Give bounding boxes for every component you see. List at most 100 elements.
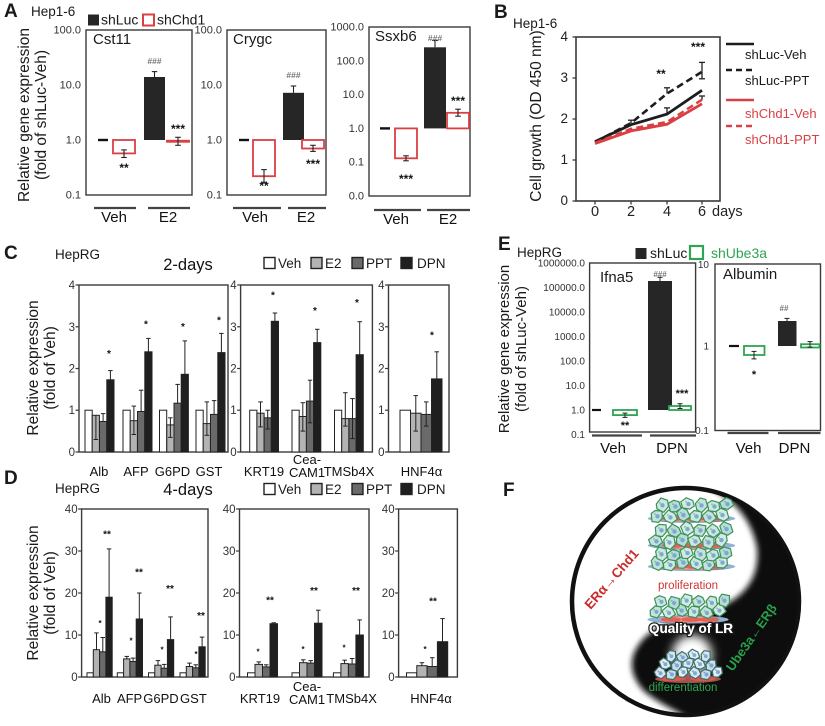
svg-text:10: 10	[382, 630, 395, 642]
svg-text:*: *	[129, 636, 133, 645]
svg-text:1.0: 1.0	[571, 406, 585, 417]
svg-text:B: B	[494, 2, 508, 23]
svg-text:E: E	[498, 234, 511, 255]
svg-text:Relative gene expression: Relative gene expression	[496, 265, 513, 433]
svg-text:PPT: PPT	[366, 482, 392, 497]
svg-text:KRT19: KRT19	[244, 464, 284, 479]
svg-text:30: 30	[223, 546, 236, 558]
svg-text:*: *	[160, 646, 164, 655]
svg-text:***: ***	[676, 388, 690, 400]
svg-text:1.0: 1.0	[207, 135, 222, 147]
svg-text:KRT19: KRT19	[240, 691, 280, 706]
svg-text:TMSb4X: TMSb4X	[326, 691, 377, 706]
svg-text:2: 2	[560, 111, 568, 126]
svg-text:Veh: Veh	[383, 211, 409, 228]
svg-text:Veh: Veh	[600, 440, 626, 457]
svg-text:GST: GST	[180, 691, 207, 706]
svg-text:Relative gene expression: Relative gene expression	[16, 28, 33, 202]
svg-text:0: 0	[378, 447, 384, 459]
svg-text:G6PD: G6PD	[143, 691, 178, 706]
svg-text:3: 3	[230, 322, 236, 334]
svg-text:differentiation: differentiation	[649, 682, 718, 694]
svg-text:Veh: Veh	[242, 209, 268, 226]
svg-text:100.0: 100.0	[53, 25, 81, 37]
svg-text:0: 0	[69, 447, 75, 459]
svg-text:shLuc: shLuc	[650, 245, 687, 261]
svg-text:Crygc: Crygc	[233, 31, 273, 48]
svg-text:*: *	[430, 330, 434, 341]
svg-text:1: 1	[69, 405, 75, 417]
svg-text:0: 0	[388, 672, 394, 684]
svg-text:100000.0: 100000.0	[543, 283, 585, 294]
svg-text:Veh: Veh	[736, 440, 762, 457]
svg-text:30: 30	[382, 546, 395, 558]
svg-text:***: ***	[399, 172, 413, 186]
svg-text:10: 10	[223, 630, 236, 642]
svg-text:DPN: DPN	[779, 440, 811, 457]
svg-text:HepRG: HepRG	[55, 481, 100, 496]
svg-text:D: D	[4, 468, 18, 489]
svg-text:*: *	[271, 290, 275, 301]
svg-text:10.0: 10.0	[60, 80, 81, 92]
svg-text:**: **	[429, 596, 437, 607]
svg-text:Relative expression: Relative expression	[25, 525, 42, 660]
svg-text:DPN: DPN	[417, 482, 446, 497]
svg-text:days: days	[712, 204, 743, 220]
svg-text:HepRG: HepRG	[55, 247, 100, 262]
svg-text:*: *	[256, 648, 260, 657]
svg-text:HNF4α: HNF4α	[401, 464, 443, 479]
svg-text:0.1: 0.1	[695, 426, 709, 437]
svg-text:(fold of Veh): (fold of Veh)	[42, 551, 59, 635]
svg-text:*: *	[301, 645, 305, 654]
svg-text:CAM1: CAM1	[289, 692, 325, 707]
svg-text:2: 2	[627, 204, 635, 220]
svg-text:**: **	[197, 611, 205, 622]
svg-text:*: *	[144, 320, 148, 331]
svg-text:0: 0	[71, 672, 77, 684]
svg-text:1: 1	[560, 152, 568, 167]
svg-text:Albumin: Albumin	[723, 266, 777, 283]
svg-text:**: **	[259, 179, 269, 193]
svg-text:1: 1	[378, 405, 384, 417]
svg-text:2: 2	[230, 364, 236, 376]
svg-text:0: 0	[591, 204, 599, 220]
svg-text:Hep1-6: Hep1-6	[513, 16, 557, 31]
svg-text:DPN: DPN	[417, 256, 446, 271]
svg-text:Cea-: Cea-	[293, 679, 321, 694]
svg-text:###: ###	[147, 56, 161, 66]
svg-text:***: ***	[306, 157, 320, 171]
svg-text:0.1: 0.1	[349, 157, 364, 169]
svg-text:PPT: PPT	[366, 256, 392, 271]
svg-text:Alb: Alb	[90, 464, 109, 479]
svg-text:*: *	[355, 298, 359, 309]
svg-text:*: *	[217, 315, 221, 326]
svg-text:(fold of shLuc-Veh): (fold of shLuc-Veh)	[513, 286, 530, 412]
svg-text:3: 3	[560, 70, 568, 85]
svg-text:**: **	[135, 567, 143, 578]
svg-text:**: **	[621, 420, 630, 432]
svg-text:shUbe3a: shUbe3a	[711, 245, 767, 261]
svg-text:*: *	[194, 650, 198, 659]
svg-text:*: *	[107, 349, 111, 360]
svg-text:20: 20	[65, 588, 78, 600]
svg-text:10.0: 10.0	[566, 381, 586, 392]
svg-text:*: *	[752, 369, 757, 381]
svg-text:Quality of LR: Quality of LR	[649, 621, 733, 636]
svg-text:1000.0: 1000.0	[330, 22, 364, 34]
svg-text:1000.0: 1000.0	[554, 332, 585, 343]
svg-text:TMSb4X: TMSb4X	[324, 464, 375, 479]
svg-text:3: 3	[69, 322, 75, 334]
svg-text:HepRG: HepRG	[517, 245, 562, 260]
svg-text:**: **	[266, 596, 274, 607]
svg-text:E2: E2	[159, 209, 177, 226]
svg-text:6: 6	[698, 204, 706, 220]
svg-text:1000000.0: 1000000.0	[538, 259, 586, 270]
svg-text:1: 1	[230, 405, 236, 417]
svg-text:C: C	[4, 243, 18, 264]
svg-text:(fold of Veh): (fold of Veh)	[42, 326, 59, 410]
svg-text:Cell growth (OD 450 nm): Cell growth (OD 450 nm)	[528, 30, 545, 201]
svg-text:0: 0	[230, 447, 236, 459]
svg-text:0: 0	[229, 672, 235, 684]
svg-text:Ssxb6: Ssxb6	[375, 28, 417, 45]
svg-text:30: 30	[65, 546, 78, 558]
